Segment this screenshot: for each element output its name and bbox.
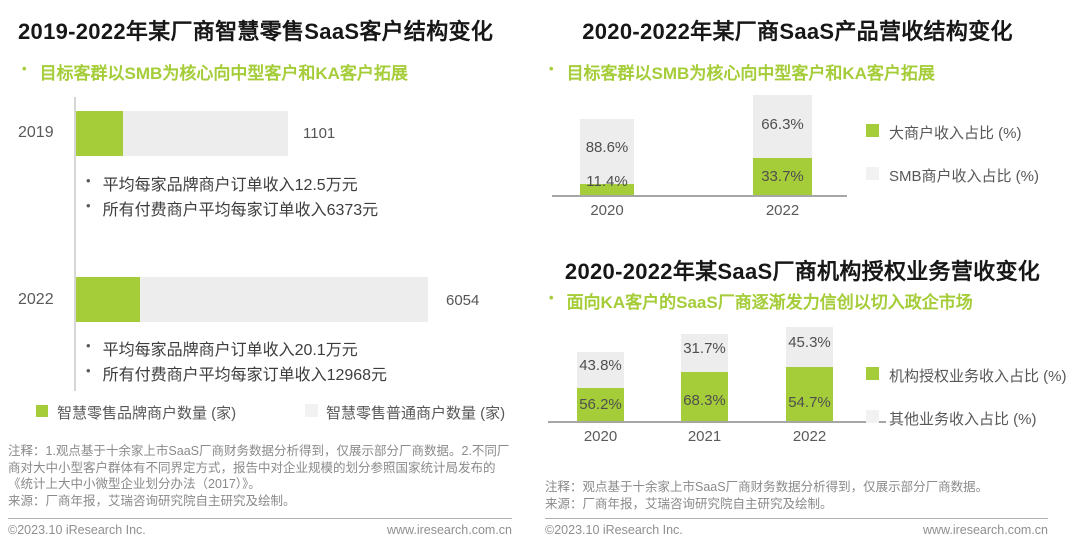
brand-merchants-bar-2022 <box>76 277 140 322</box>
right-top-insight-text: 目标客群以SMB为核心向中型客户和KA客户拓展 <box>566 64 935 83</box>
x-tick-2022: 2022 <box>765 202 800 219</box>
left-insight: • 目标客群以SMB为核心向中型客户和KA客户拓展 <box>22 59 408 84</box>
right-footer: ©2023.10 iResearch Inc. www.iresearch.co… <box>545 523 1048 537</box>
bullet-dot-icon: • <box>22 61 27 76</box>
left-source-text: 来源：厂商年报，艾瑞咨询研究院自主研究及绘制。 <box>8 493 296 508</box>
normal-merchants-bar-2019 <box>123 111 288 156</box>
legend-swatch-other-business <box>866 410 879 423</box>
other-share-label-2020: 43.8% <box>579 357 622 374</box>
detail-text: 所有付费商户平均每家订单收入12968元 <box>102 367 388 384</box>
legend-label-normal-merchants: 智慧零售普通商户数量 (家) <box>326 405 506 422</box>
other-share-label-2022: 45.3% <box>788 334 831 351</box>
other-business-segment-2021 <box>681 334 728 372</box>
website-text: www.iresearch.com.cn <box>922 523 1048 537</box>
legend-label-other-business: 其他业务收入占比 (%) <box>889 411 1037 428</box>
license-business-segment-2020 <box>577 388 624 421</box>
left-chart-y-axis <box>74 97 76 391</box>
legend-swatch-smb <box>866 167 879 180</box>
right-footer-divider <box>545 518 1048 519</box>
legend-swatch-brand-merchants <box>36 405 48 417</box>
license-share-label-2021: 68.3% <box>683 392 726 409</box>
license-business-segment-2021 <box>681 372 728 421</box>
detail-text: 平均每家品牌商户订单收入12.5万元 <box>102 177 358 194</box>
other-business-segment-2022 <box>786 327 833 367</box>
x-tick-2020: 2020 <box>583 428 618 445</box>
bullet-dot-icon: • <box>86 173 91 188</box>
license-business-segment-2022 <box>786 367 833 421</box>
right-bottom-insight-text: 面向KA客户的SaaS厂商逐渐发力信创以切入政企市场 <box>566 293 973 312</box>
right-notes: 注释：观点基于十余家上市SaaS厂商财务数据分析得到，仅展示部分厂商数据。 来源… <box>545 479 1057 512</box>
left-row-year-2022: 2022 <box>18 291 54 308</box>
detail-bullet-2022-1: • 平均每家品牌商户订单收入20.1万元 <box>86 336 358 360</box>
big-merchant-share-label-2020: 11.4% <box>586 173 628 190</box>
bullet-dot-icon: • <box>549 61 554 76</box>
legend-swatch-big-merchant <box>866 124 879 137</box>
copyright-text: ©2023.10 iResearch Inc. <box>545 523 683 537</box>
right-bottom-x-axis <box>548 421 886 423</box>
x-tick-2020: 2020 <box>590 202 624 219</box>
bar-value-2019: 1101 <box>303 125 336 142</box>
big-merchant-revenue-segment-2022 <box>753 158 812 196</box>
right-bottom-chart-title: 2020-2022年某SaaS厂商机构授权业务营收变化 <box>564 259 1041 284</box>
legend-label-smb: SMB商户收入占比 (%) <box>889 168 1040 185</box>
legend-swatch-license-business <box>866 367 879 380</box>
detail-text: 所有付费商户平均每家订单收入6373元 <box>102 202 379 219</box>
copyright-text: ©2023.10 iResearch Inc. <box>8 523 146 537</box>
smb-share-label-2022: 66.3% <box>761 116 804 133</box>
right-top-x-axis <box>552 195 847 197</box>
legend-label-license-business: 机构授权业务收入占比 (%) <box>889 368 1067 385</box>
right-top-chart-title: 2020-2022年某厂商SaaS产品营收结构变化 <box>582 19 1013 44</box>
smb-share-label-2020: 88.6% <box>585 139 629 156</box>
left-chart-title: 2019-2022年某厂商智慧零售SaaS客户结构变化 <box>18 19 494 44</box>
bullet-dot-icon: • <box>86 198 91 213</box>
left-notes: 注释：1.观点基于十余家上市SaaS厂商财务数据分析得到，仅展示部分厂商数据。2… <box>8 443 514 509</box>
normal-merchants-bar-2022 <box>140 277 428 322</box>
x-tick-2021: 2021 <box>687 428 722 445</box>
other-share-label-2021: 31.7% <box>683 340 726 357</box>
legend-swatch-normal-merchants <box>305 404 318 417</box>
license-share-label-2022: 54.7% <box>788 394 831 411</box>
bar-value-2022: 6054 <box>446 292 480 309</box>
brand-merchants-bar-2019 <box>76 111 123 156</box>
smb-revenue-segment-2020 <box>580 119 634 184</box>
legend-label-brand-merchants: 智慧零售品牌商户数量 (家) <box>57 405 237 422</box>
bullet-dot-icon: • <box>86 363 91 378</box>
right-top-insight: • 目标客群以SMB为核心向中型客户和KA客户拓展 <box>549 59 935 84</box>
bullet-dot-icon: • <box>549 290 554 305</box>
legend-label-big-merchant: 大商户收入占比 (%) <box>889 125 1022 142</box>
left-note-text: 注释：1.观点基于十余家上市SaaS厂商财务数据分析得到，仅展示部分厂商数据。2… <box>8 444 510 491</box>
big-merchant-revenue-segment-2020 <box>580 184 634 196</box>
right-bottom-insight: • 面向KA客户的SaaS厂商逐渐发力信创以切入政企市场 <box>549 288 973 313</box>
smb-revenue-segment-2022 <box>753 95 812 158</box>
left-footer-divider <box>8 518 512 519</box>
detail-text: 平均每家品牌商户订单收入20.1万元 <box>102 342 358 359</box>
left-insight-text: 目标客群以SMB为核心向中型客户和KA客户拓展 <box>39 64 408 83</box>
right-note-text: 注释：观点基于十余家上市SaaS厂商财务数据分析得到，仅展示部分厂商数据。 <box>545 480 989 494</box>
detail-bullet-2019-2: • 所有付费商户平均每家订单收入6373元 <box>86 196 378 220</box>
detail-bullet-2019-1: • 平均每家品牌商户订单收入12.5万元 <box>86 171 358 195</box>
left-footer: ©2023.10 iResearch Inc. www.iresearch.co… <box>8 523 512 537</box>
license-share-label-2020: 56.2% <box>579 396 622 413</box>
website-text: www.iresearch.com.cn <box>386 523 512 537</box>
detail-bullet-2022-2: • 所有付费商户平均每家订单收入12968元 <box>86 361 387 385</box>
other-business-segment-2020 <box>577 352 624 388</box>
right-source-text: 来源：厂商年报，艾瑞咨询研究院自主研究及绘制。 <box>545 496 833 511</box>
x-tick-2022: 2022 <box>792 428 827 445</box>
bullet-dot-icon: • <box>86 338 91 353</box>
big-merchant-share-label-2022: 33.7% <box>761 168 804 185</box>
left-row-year-2019: 2019 <box>18 124 54 141</box>
